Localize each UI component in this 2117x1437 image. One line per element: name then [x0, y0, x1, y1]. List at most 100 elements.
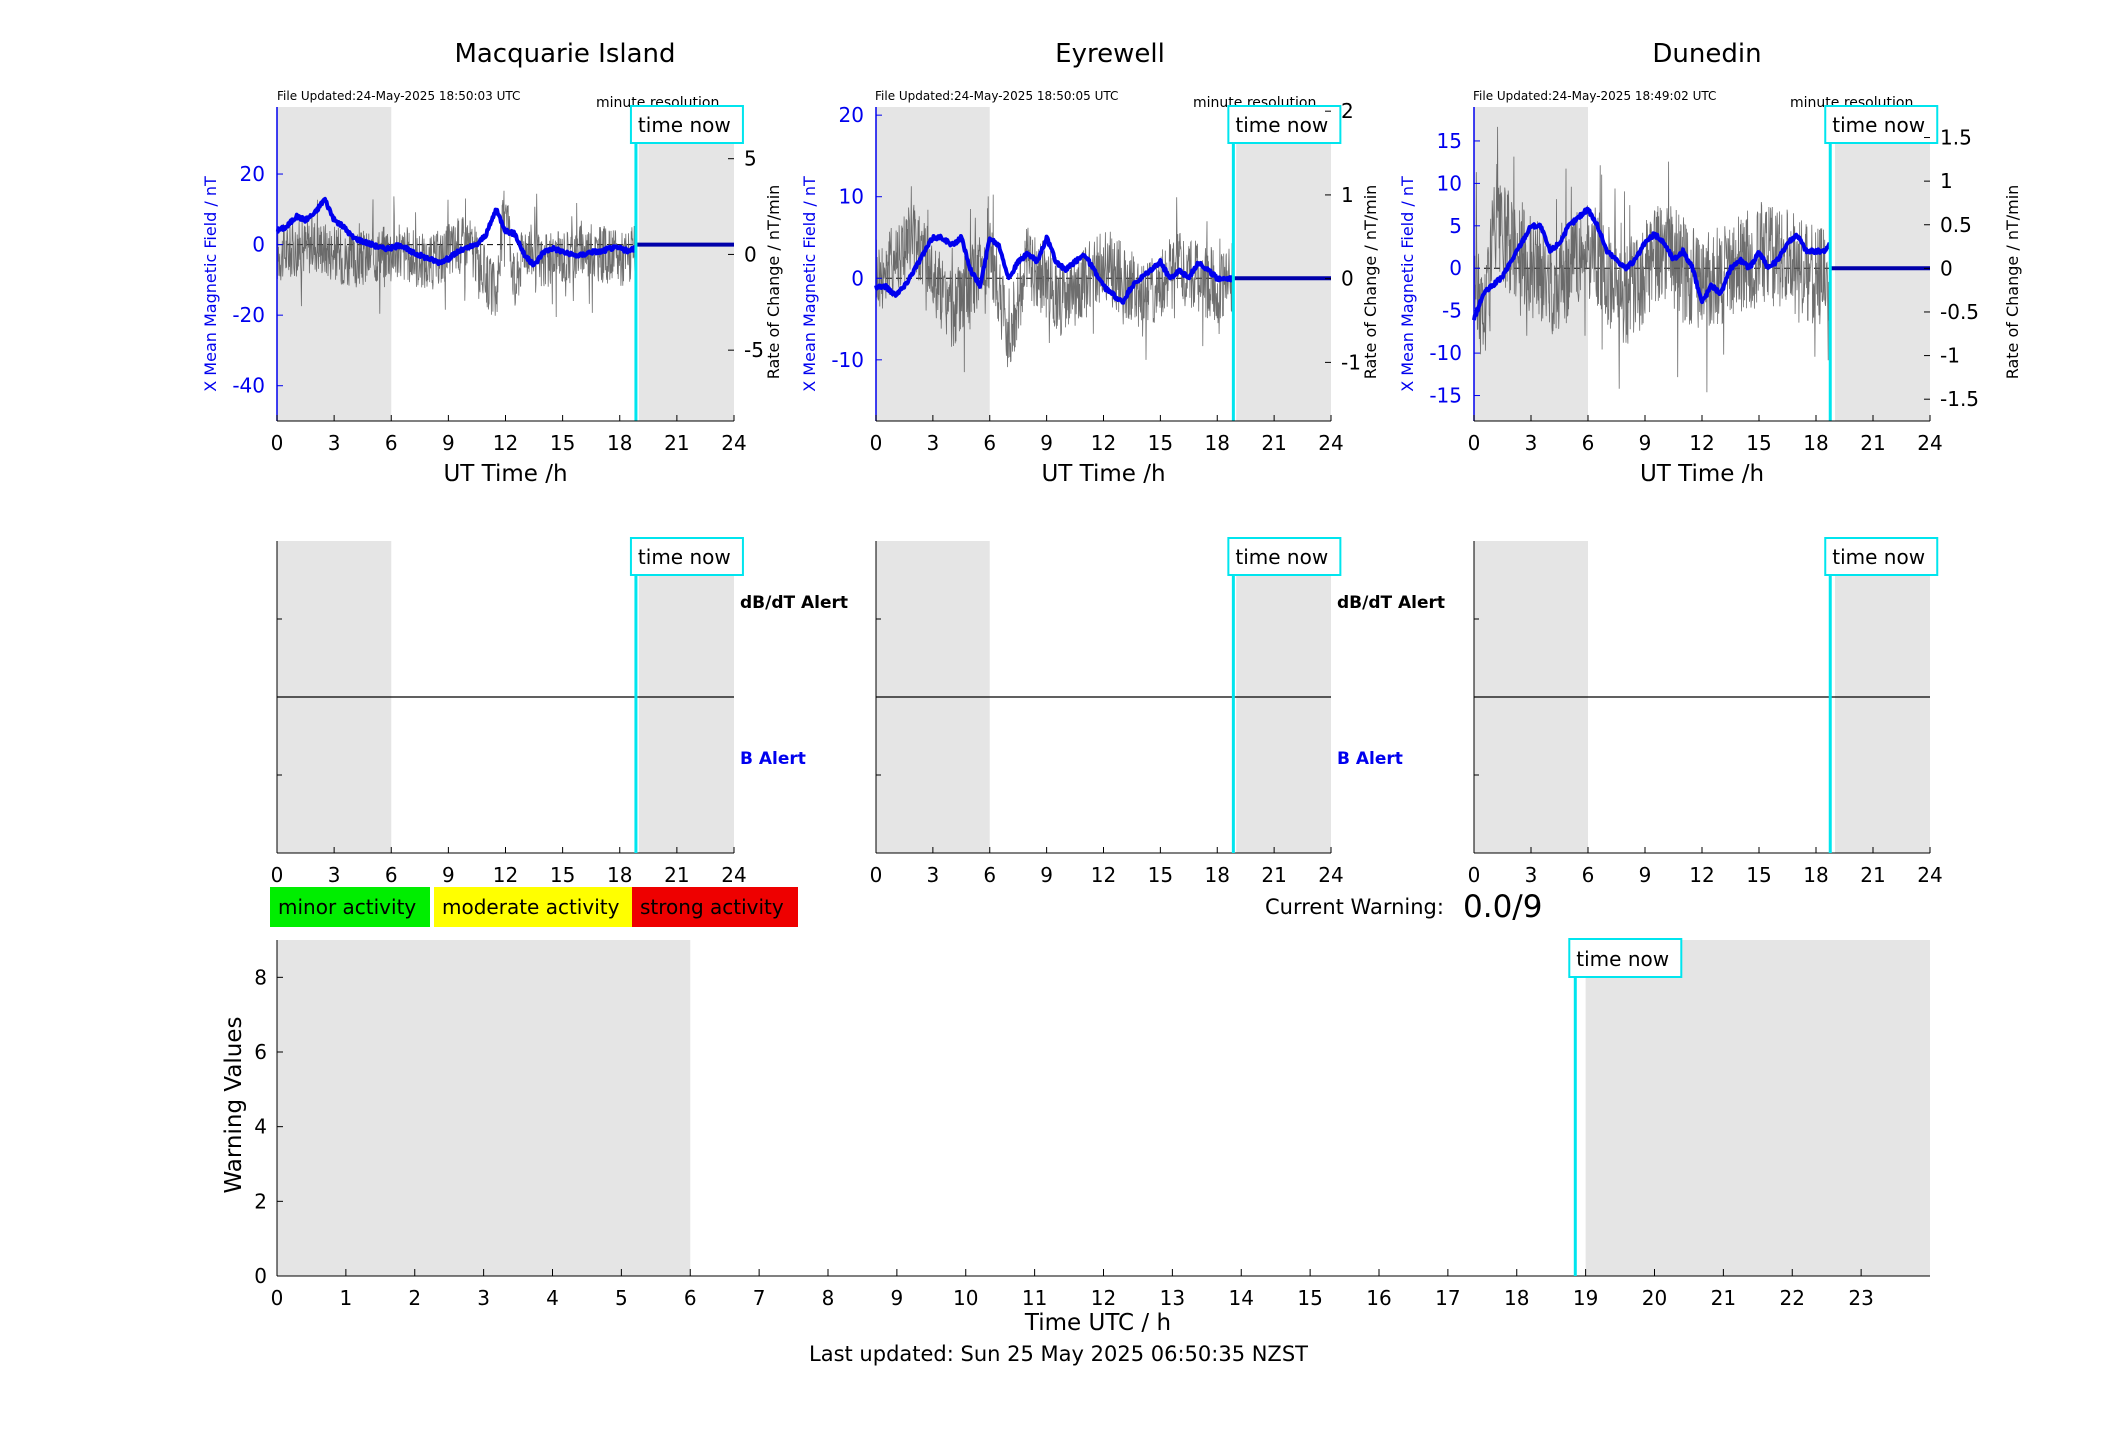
warning-x-tick-label: 12 — [1091, 1286, 1116, 1310]
x-tick-label: 18 — [1803, 431, 1828, 455]
left-axis-title: X Mean Magnetic Field / nT — [201, 176, 220, 392]
right-tick-label: 0 — [1940, 256, 1953, 280]
time-now-box — [1824, 105, 1939, 144]
left-tick-label: 0 — [252, 233, 265, 257]
alert-x-tick-label: 24 — [1318, 863, 1343, 887]
alert-x-tick-label: 21 — [1261, 863, 1286, 887]
left-axis-title: X Mean Magnetic Field / nT — [1398, 176, 1417, 392]
right-tick-label: 1 — [1940, 169, 1953, 193]
night-shading — [1236, 107, 1331, 421]
warning-x-tick-label: 17 — [1435, 1286, 1460, 1310]
right-tick-label: 1 — [1341, 183, 1354, 207]
field-series — [1472, 206, 1832, 321]
dbdt-alert-label: dB/dT Alert — [740, 593, 848, 613]
alert-x-tick-label: 18 — [1803, 863, 1828, 887]
alert-x-tick-label: 21 — [1860, 863, 1885, 887]
x-tick-label: 6 — [1582, 431, 1595, 455]
right-tick-label: 1.5 — [1940, 126, 1972, 150]
b-alert-label: B Alert — [740, 749, 806, 769]
warning-x-tick-label: 21 — [1711, 1286, 1736, 1310]
warning-x-tick-label: 1 — [340, 1286, 353, 1310]
x-tick-label: 3 — [927, 431, 940, 455]
right-axis-title: Rate of Change / nT/min — [2003, 185, 2022, 380]
alert-x-tick-label: 24 — [1917, 863, 1942, 887]
rate-of-change-series — [276, 190, 637, 318]
warning-x-tick-label: 7 — [753, 1286, 766, 1310]
night-shading — [638, 107, 734, 421]
alert-x-tick-label: 24 — [721, 863, 746, 887]
file-updated-label: File Updated:24-May-2025 18:50:03 UTC — [277, 89, 520, 103]
alert-time-now-box — [1824, 537, 1939, 576]
warning-y-tick-label: 2 — [254, 1189, 267, 1213]
x-tick-label: 0 — [271, 431, 284, 455]
legend-moderate-swatch — [434, 887, 632, 927]
right-tick-label: 5 — [744, 147, 757, 171]
x-tick-label: 0 — [870, 431, 883, 455]
file-updated-label: File Updated:24-May-2025 18:49:02 UTC — [1473, 89, 1716, 103]
alert-x-tick-label: 12 — [1689, 863, 1714, 887]
left-tick-label: 0 — [1449, 256, 1462, 280]
warning-x-tick-label: 10 — [953, 1286, 978, 1310]
warning-y-tick-label: 0 — [254, 1264, 267, 1288]
night-shading — [1835, 107, 1930, 421]
alert-x-tick-label: 15 — [1148, 863, 1173, 887]
warning-x-tick-label: 14 — [1229, 1286, 1254, 1310]
x-tick-label: 24 — [721, 431, 746, 455]
x-tick-label: 24 — [1917, 431, 1942, 455]
warning-x-tick-label: 4 — [546, 1286, 559, 1310]
right-tick-label: -1 — [1940, 344, 1960, 368]
alert-x-tick-label: 3 — [927, 863, 940, 887]
activity-legend: minor activity moderate activity strong … — [270, 887, 798, 927]
x-axis-title: UT Time /h — [1640, 461, 1764, 487]
left-tick-label: 20 — [240, 162, 265, 186]
right-tick-label: 2 — [1341, 99, 1354, 123]
field-series — [874, 233, 1235, 305]
right-tick-label: -1.5 — [1940, 387, 1979, 411]
left-tick-label: -10 — [831, 348, 864, 372]
station-panel-dunedin: Dunedin File Updated:24-May-2025 18:49:0… — [1473, 39, 1913, 111]
left-tick-label: -15 — [1429, 384, 1462, 408]
warning-x-tick-label: 0 — [271, 1286, 284, 1310]
right-axis-title: Rate of Change / nT/min — [764, 185, 783, 380]
alert-x-tick-label: 3 — [328, 863, 341, 887]
x-tick-label: 15 — [1148, 431, 1173, 455]
alert-time-now-box — [1227, 537, 1342, 576]
alert-x-tick-label: 6 — [983, 863, 996, 887]
warning-night-shading — [1585, 940, 1930, 1276]
alert-x-tick-label: 9 — [1639, 863, 1652, 887]
x-tick-label: 24 — [1318, 431, 1343, 455]
warning-x-tick-label: 19 — [1573, 1286, 1598, 1310]
left-tick-label: 15 — [1437, 129, 1462, 153]
alert-x-tick-label: 0 — [870, 863, 883, 887]
warning-xlabel: Time UTC / h — [1024, 1310, 1171, 1336]
warning-night-shading — [277, 940, 691, 1276]
alert-x-tick-label: 3 — [1525, 863, 1538, 887]
alert-x-tick-label: 18 — [1205, 863, 1230, 887]
warning-time-now-label: time now — [1576, 947, 1669, 971]
time-now-label: time now — [1235, 113, 1328, 137]
warning-x-tick-label: 23 — [1848, 1286, 1873, 1310]
x-tick-label: 6 — [983, 431, 996, 455]
x-tick-label: 15 — [550, 431, 575, 455]
left-axis-title: X Mean Magnetic Field / nT — [800, 176, 819, 392]
file-updated-label: File Updated:24-May-2025 18:50:05 UTC — [875, 89, 1118, 103]
warning-x-tick-label: 20 — [1642, 1286, 1667, 1310]
x-tick-label: 9 — [1639, 431, 1652, 455]
right-tick-label: 0 — [1341, 267, 1354, 291]
warning-x-tick-label: 13 — [1160, 1286, 1185, 1310]
warning-time-now-box — [1568, 938, 1683, 978]
legend-moderate-label: moderate activity — [442, 895, 620, 919]
warning-y-tick-label: 6 — [254, 1040, 267, 1064]
right-tick-label: -5 — [744, 338, 764, 362]
right-tick-label: 0 — [744, 242, 757, 266]
time-now-label: time now — [638, 113, 731, 137]
warning-x-tick-label: 18 — [1504, 1286, 1529, 1310]
x-tick-label: 0 — [1468, 431, 1481, 455]
station-title: Eyrewell — [1055, 39, 1165, 69]
time-now-box — [1227, 105, 1342, 144]
alert-x-tick-label: 6 — [1582, 863, 1595, 887]
warning-x-tick-label: 16 — [1366, 1286, 1391, 1310]
left-tick-label: 5 — [1449, 214, 1462, 238]
time-now-label: time now — [1832, 113, 1925, 137]
